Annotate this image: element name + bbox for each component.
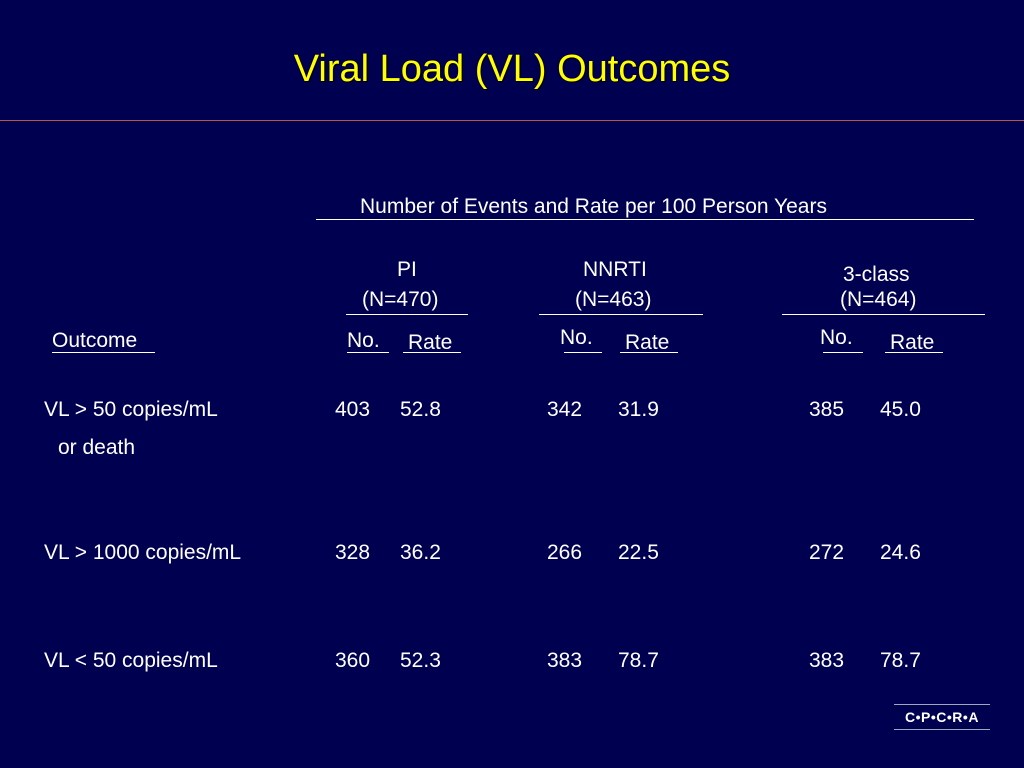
group-n-3class: (N=464) bbox=[840, 288, 917, 311]
cell-3class-rate: 24.6 bbox=[880, 541, 921, 564]
no-underline-nnrti bbox=[564, 352, 602, 353]
cell-nnrti-rate: 31.9 bbox=[618, 398, 659, 421]
cell-nnrti-no: 342 bbox=[547, 398, 583, 421]
cell-pi-no: 403 bbox=[335, 398, 371, 421]
column-header-no-pi: No. bbox=[347, 329, 380, 352]
title-divider bbox=[0, 120, 1024, 121]
group-underline-pi bbox=[346, 314, 468, 315]
no-underline-pi bbox=[347, 352, 389, 353]
column-header-outcome: Outcome bbox=[52, 329, 138, 352]
rate-underline-pi bbox=[403, 352, 461, 353]
rate-underline-nnrti bbox=[620, 352, 678, 353]
cell-nnrti-no: 383 bbox=[547, 649, 583, 672]
slide-title: Viral Load (VL) Outcomes bbox=[293, 48, 731, 90]
cell-pi-no: 328 bbox=[335, 541, 371, 564]
cell-nnrti-rate: 22.5 bbox=[618, 541, 659, 564]
super-header-underline bbox=[316, 219, 974, 220]
cell-pi-rate: 36.2 bbox=[400, 541, 441, 564]
cell-nnrti-rate: 78.7 bbox=[618, 649, 659, 672]
cell-3class-rate: 78.7 bbox=[880, 649, 921, 672]
column-header-rate-pi: Rate bbox=[408, 331, 453, 354]
row-label: VL > 1000 copies/mL bbox=[44, 541, 242, 564]
row-label-continued: or death bbox=[58, 436, 136, 459]
column-header-rate-3class: Rate bbox=[890, 331, 935, 354]
row-label: VL > 50 copies/mL bbox=[44, 398, 218, 421]
no-underline-3class bbox=[823, 352, 863, 353]
group-underline-nnrti bbox=[539, 314, 703, 315]
column-header-no-3class: No. bbox=[820, 326, 853, 349]
group-n-nnrti: (N=463) bbox=[575, 288, 652, 311]
cell-3class-no: 272 bbox=[809, 541, 845, 564]
column-header-no-nnrti: No. bbox=[560, 326, 593, 349]
row-label: VL < 50 copies/mL bbox=[44, 649, 218, 672]
group-name-nnrti: NNRTI bbox=[583, 258, 647, 281]
group-name-3class: 3-class bbox=[843, 263, 910, 286]
table-super-header: Number of Events and Rate per 100 Person… bbox=[360, 195, 827, 218]
outcome-underline bbox=[52, 352, 155, 353]
cpcra-logo: C•P•C•R•A bbox=[894, 704, 990, 730]
cell-pi-rate: 52.3 bbox=[400, 649, 441, 672]
cell-3class-no: 385 bbox=[809, 398, 845, 421]
rate-underline-3class bbox=[885, 352, 943, 353]
group-underline-3class bbox=[782, 314, 985, 315]
cell-pi-no: 360 bbox=[335, 649, 371, 672]
cell-pi-rate: 52.8 bbox=[400, 398, 441, 421]
cell-nnrti-no: 266 bbox=[547, 541, 583, 564]
cell-3class-no: 383 bbox=[809, 649, 845, 672]
group-n-pi: (N=470) bbox=[362, 288, 439, 311]
column-header-rate-nnrti: Rate bbox=[625, 331, 670, 354]
cell-3class-rate: 45.0 bbox=[880, 398, 921, 421]
group-name-pi: PI bbox=[397, 258, 417, 281]
